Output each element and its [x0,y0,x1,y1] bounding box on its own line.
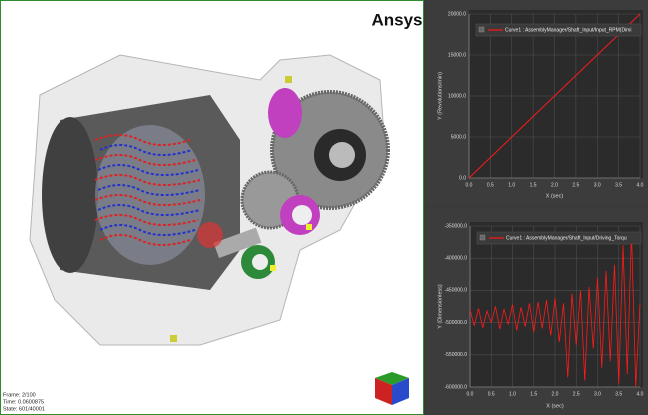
state-info: State: 601/40001 [3,406,45,412]
marker [270,265,276,271]
x-tick-label: 3.0 [594,182,601,188]
x-tick-label: 0.5 [487,182,494,188]
x-tick-label: 3.5 [615,182,622,188]
x-axis-label: X (sec) [546,403,564,409]
series-line [468,13,641,179]
marker [306,224,312,230]
y-tick-label: 5000.0 [451,134,467,140]
legend-box [476,231,642,245]
coil-red [94,134,201,246]
hub [292,205,312,225]
hub [329,142,355,168]
x-tick-label: 2.0 [551,182,558,188]
marker [285,76,292,83]
y-axis-label: Y (Revolutions/min) [437,72,443,120]
series-line [469,232,641,388]
time-info: Time: 0.0600875 [3,399,44,405]
x-tick-label: 1.0 [508,182,515,188]
model [29,54,390,346]
y-tick-label: -600000.0 [444,384,467,390]
legend-checkbox[interactable] [479,234,486,241]
coil-blue [97,144,201,236]
y-tick-label: 0.0 [459,175,466,181]
x-tick-label: 0.5 [488,391,495,397]
orientation-cube[interactable] [375,372,409,405]
legend-label: Curve1 : AssemblyManager/Shaft_Input/Inp… [505,27,631,33]
y-tick-label: -350000.0 [444,223,467,229]
logo: Ansys [371,10,422,29]
motor-end [42,117,98,273]
x-tick-label: 4.0 [637,391,644,397]
coil [95,125,205,265]
x-tick-label: 3.0 [594,391,601,397]
marker [170,335,177,342]
frame-info: Frame: 2/100 [3,392,36,398]
x-tick-label: 2.5 [573,391,580,397]
y-tick-label: 15000.0 [448,52,466,58]
x-tick-label: 4.0 [637,182,644,188]
y-tick-label: -550000.0 [444,352,467,358]
x-tick-label: 0.0 [467,391,474,397]
rotor-ring [197,222,223,248]
x-tick-label: 2.5 [572,182,579,188]
y-tick-label: -500000.0 [444,320,467,326]
x-tick-label: 1.5 [530,391,537,397]
y-tick-label: 20000.0 [448,11,466,17]
y-tick-label: -400000.0 [444,256,467,262]
x-tick-label: 2.0 [552,391,559,397]
x-tick-label: 1.5 [530,182,537,188]
x-tick-label: 0.0 [466,182,473,188]
x-tick-label: 1.0 [509,391,516,397]
shaft [213,227,262,259]
hub [252,254,268,270]
x-tick-label: 3.5 [615,391,622,397]
y-tick-label: 10000.0 [448,93,466,99]
magenta-ring [268,88,302,138]
y-axis-label: Y (Dimensionless) [437,284,443,329]
legend-checkbox[interactable] [478,26,485,33]
legend-box [475,23,642,37]
legend-label: Curve1 : AssemblyManager/Shaft_Input/Dri… [506,235,627,241]
y-tick-label: -450000.0 [444,288,467,294]
x-axis-label: X (sec) [546,193,564,199]
plot-area [470,222,643,387]
